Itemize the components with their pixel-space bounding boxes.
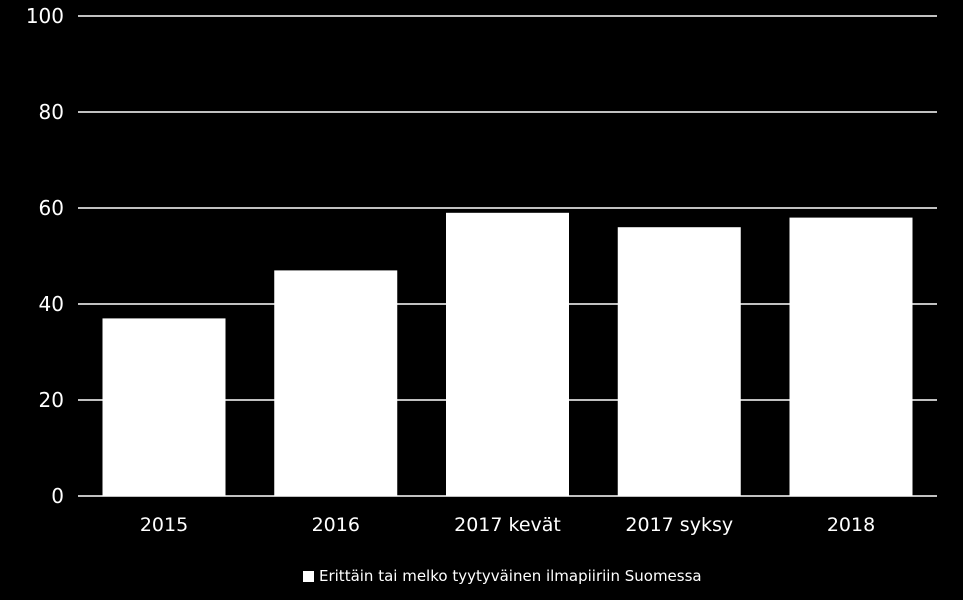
x-tick-label: 2018	[827, 514, 875, 536]
bar-2017-syksy	[617, 227, 741, 496]
bar-2015	[102, 318, 226, 496]
bars	[102, 212, 913, 497]
y-tick-label: 20	[39, 388, 64, 412]
bar-2018	[789, 217, 913, 496]
bar-2017-kevät	[446, 212, 569, 497]
y-tick-label: 60	[39, 196, 64, 220]
x-tick-label: 2016	[312, 514, 360, 536]
bar-2016	[274, 270, 398, 496]
y-tick-label: 0	[51, 484, 64, 508]
legend-swatch	[303, 570, 314, 582]
x-tick-label: 2015	[140, 514, 188, 536]
legend: Erittäin tai melko tyytyväinen ilmapiiri…	[303, 567, 702, 585]
y-tick-label: 100	[26, 4, 64, 28]
legend-label: Erittäin tai melko tyytyväinen ilmapiiri…	[319, 567, 702, 585]
x-tick-label: 2017 kevät	[454, 514, 561, 536]
x-tick-label: 2017 syksy	[625, 514, 733, 536]
y-tick-label: 40	[39, 292, 64, 316]
y-tick-label: 80	[39, 100, 64, 124]
y-axis-tick-labels: 0 20 40 60 80 100	[26, 4, 64, 508]
bar-chart: 0 20 40 60 80 100 2015 2016 2017 kevät 2017 syks…	[26, 4, 937, 536]
x-axis-tick-labels: 2015 2016 2017 kevät 2017 syksy 2018	[140, 514, 875, 536]
